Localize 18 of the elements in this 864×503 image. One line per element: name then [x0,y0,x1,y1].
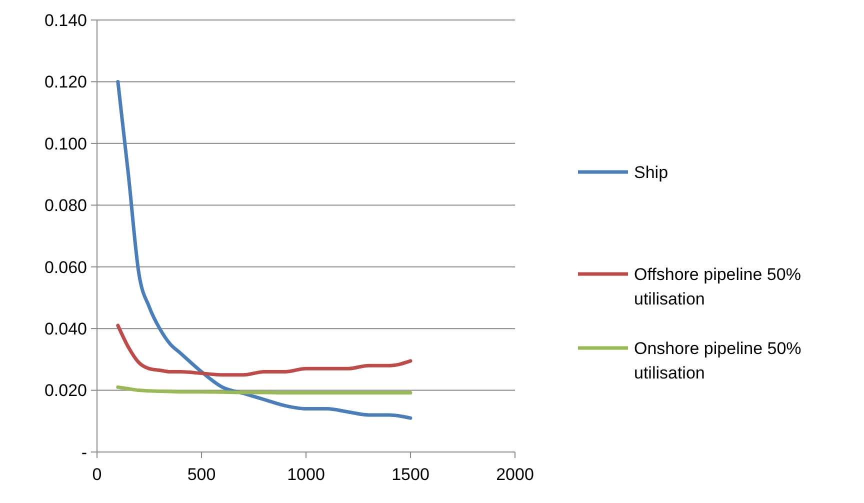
y-tick-label: 0.020 [44,381,87,400]
y-tick-label: - [81,442,87,462]
y-tick-label: 0.140 [44,10,87,30]
legend-label: Offshore pipeline 50% utilisation [634,264,801,309]
y-tick-label: 0.040 [44,320,87,339]
x-tick-label: 0 [92,465,102,484]
x-tick-label: 500 [187,465,216,484]
y-tick-label: 0.120 [44,72,87,92]
y-tick-label: 0.060 [44,258,87,277]
legend-label: Onshore pipeline 50% utilisation [634,338,802,383]
line-series [116,324,412,377]
line-series [116,80,412,420]
legend-label: Ship [634,162,668,182]
y-tick-label: 0.080 [44,196,87,216]
x-tick-label: 2000 [496,465,534,484]
x-tick-label: 1500 [392,465,430,484]
x-tick-label: 1000 [287,465,325,484]
y-tick-label: 0.100 [44,134,87,154]
